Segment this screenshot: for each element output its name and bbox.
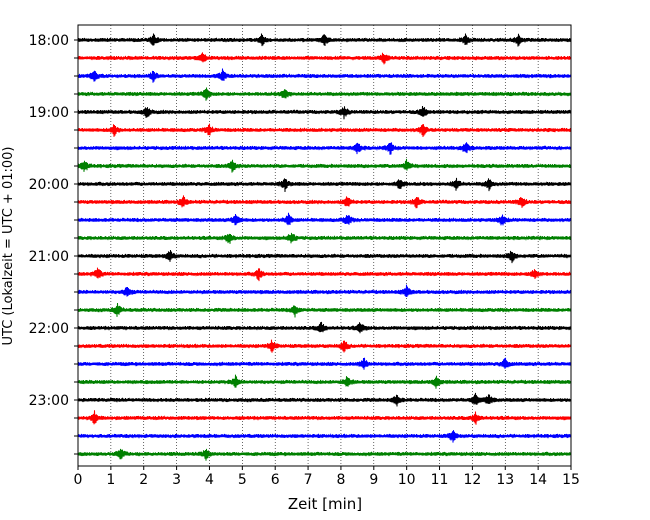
trace-line [77, 195, 572, 209]
x-tick-label: 8 [336, 472, 345, 488]
trace-line [77, 87, 572, 101]
x-tick-label: 3 [172, 472, 181, 488]
y-tick-label: 23:00 [29, 393, 69, 409]
y-axis-ticks: 18:00 19:00 20:00 21:00 22:00 23:00 [29, 33, 78, 455]
x-tick-label: 2 [139, 472, 148, 488]
trace-line [77, 105, 572, 120]
seismic-traces [77, 33, 572, 461]
y-tick-label: 19:00 [29, 105, 69, 121]
x-tick-label: 1 [106, 472, 115, 488]
x-tick-label: 14 [529, 472, 547, 488]
trace-line [77, 52, 572, 65]
x-axis-ticks: 0 1 2 3 4 5 6 7 8 9 10 11 12 13 14 15 [74, 466, 580, 488]
trace-line [77, 392, 572, 407]
y-tick-label: 20:00 [29, 177, 69, 193]
trace-line [77, 339, 572, 353]
trace-line [77, 123, 572, 137]
trace-line [77, 249, 572, 264]
x-tick-label: 10 [398, 472, 416, 488]
trace-line [77, 177, 572, 192]
trace-line [77, 158, 572, 173]
trace-line [77, 33, 572, 47]
x-axis-label: Zeit [min] [288, 495, 362, 513]
x-tick-label: 11 [431, 472, 449, 488]
trace-line [77, 357, 572, 370]
x-tick-label: 9 [369, 472, 378, 488]
y-tick-label: 21:00 [29, 249, 69, 265]
y-axis-label: UTC (Lokalzeit = UTC + 01:00) [1, 147, 16, 346]
plot-frame [77, 24, 572, 467]
trace-line [77, 302, 572, 318]
x-tick-label: 7 [304, 472, 313, 488]
trace-line [77, 232, 572, 244]
trace-line [77, 374, 572, 389]
trace-line [77, 321, 572, 334]
x-tick-label: 15 [562, 472, 580, 488]
x-tick-label: 5 [238, 472, 247, 488]
trace-line [77, 448, 572, 461]
trace-line [77, 212, 572, 226]
x-tick-label: 4 [205, 472, 214, 488]
x-tick-label: 13 [496, 472, 514, 488]
x-tick-label: 6 [271, 472, 280, 488]
y-tick-label: 22:00 [29, 321, 69, 337]
trace-line [77, 267, 572, 282]
trace-line [77, 430, 572, 443]
trace-line [77, 142, 572, 155]
trace-line [77, 284, 572, 297]
x-tick-label: 12 [463, 472, 481, 488]
x-tick-label: 0 [74, 472, 83, 488]
y-tick-label: 18:00 [29, 33, 69, 49]
trace-line [77, 410, 572, 425]
trace-line [77, 68, 572, 83]
